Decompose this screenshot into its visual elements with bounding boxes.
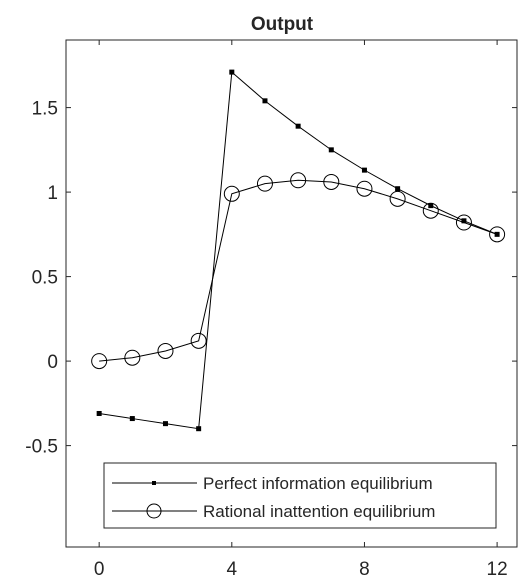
data-point-circle — [91, 353, 108, 370]
y-tick-label: 0 — [47, 352, 58, 373]
data-point-circle — [422, 202, 439, 219]
chart-title: Output — [251, 14, 314, 35]
y-tick-label: 1 — [47, 183, 58, 204]
data-point-circle — [124, 349, 141, 366]
series-layer — [91, 69, 506, 432]
data-point-square — [262, 98, 268, 104]
data-point-circle — [223, 185, 240, 202]
data-point-circle — [323, 173, 340, 190]
legend-marker-filled-square — [152, 481, 156, 485]
data-point-square — [96, 410, 102, 416]
data-point-circle — [489, 226, 506, 243]
data-point-square — [162, 421, 168, 427]
legend-label-rational-inattention: Rational inattention equilibrium — [203, 502, 435, 521]
legend: Perfect information equilibrium Rational… — [103, 462, 497, 529]
data-point-square — [196, 426, 202, 432]
y-tick-label: 1.5 — [32, 99, 58, 120]
data-point-circle — [455, 214, 472, 231]
legend-marker-open-circle — [146, 503, 162, 519]
data-point-square — [395, 186, 401, 192]
data-point-square — [361, 167, 367, 173]
data-point-square — [129, 416, 135, 422]
data-point-circle — [389, 190, 406, 207]
data-point-circle — [256, 175, 273, 192]
data-point-circle — [190, 332, 207, 349]
x-tick-label: 4 — [227, 559, 238, 580]
data-point-circle — [290, 172, 307, 189]
data-point-circle — [157, 342, 174, 359]
x-tick-label: 12 — [487, 559, 508, 580]
x-tick-label: 8 — [359, 559, 370, 580]
data-point-square — [428, 203, 434, 209]
axes-layer: 0 4 8 12 -0.5 0 0.5 1 1.5 — [25, 40, 517, 580]
legend-label-perfect-information: Perfect information equilibrium — [203, 474, 433, 493]
series-line-1 — [99, 179, 498, 362]
data-point-square — [295, 123, 301, 129]
legend-box — [103, 462, 497, 529]
legend-entry-rational-inattention: Rational inattention equilibrium — [112, 502, 435, 521]
data-point-square — [328, 147, 334, 153]
y-tick-label: 0.5 — [32, 268, 58, 289]
legend-entry-perfect-information: Perfect information equilibrium — [112, 474, 433, 493]
y-tick-label: -0.5 — [25, 437, 58, 458]
data-point-square — [461, 218, 467, 224]
data-point-square — [229, 69, 235, 75]
data-point-circle — [356, 180, 373, 197]
x-tick-label: 0 — [94, 559, 105, 580]
